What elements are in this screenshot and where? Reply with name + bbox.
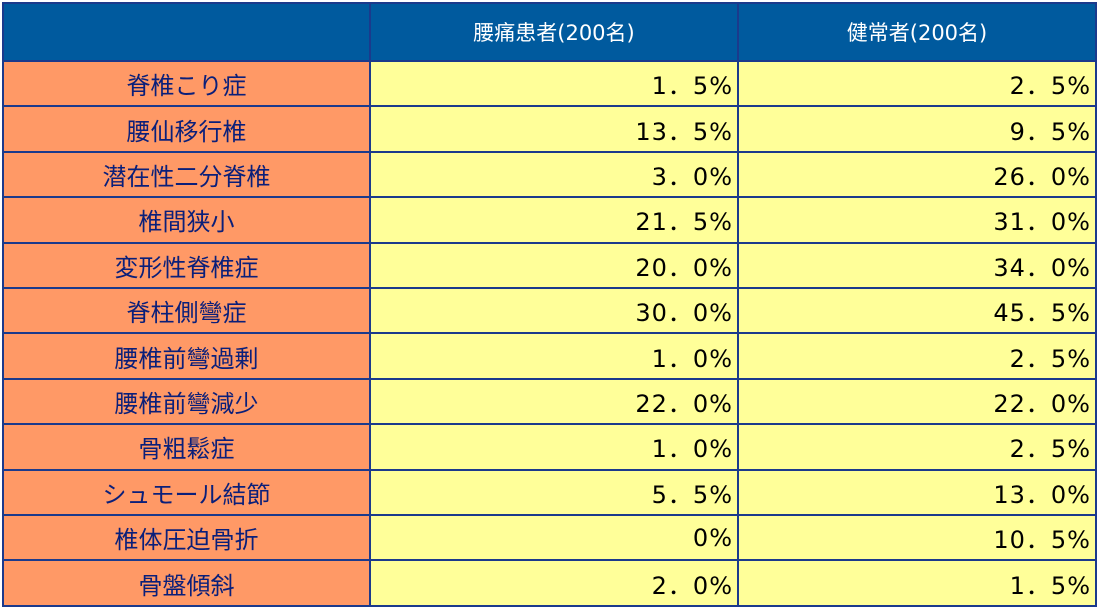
table-row: 腰仙移行椎 13．5% 9．5% [2,105,1097,153]
row-label: 潜在性二分脊椎 [2,150,371,199]
value-healthy: 2．5% [737,59,1097,108]
value-patients: 2．0% [369,559,739,607]
value-healthy: 45．5% [737,287,1097,335]
row-label: 骨粗鬆症 [2,423,371,471]
value-patients: 1．5% [369,59,739,108]
value-healthy: 1．5% [737,559,1097,607]
table-row: 変形性脊椎症 20．0% 34．0% [2,241,1097,290]
row-label: 椎間狭小 [2,196,371,244]
row-label: 脊椎こり症 [2,59,371,108]
header-row: 腰痛患者(200名) 健常者(200名) [2,2,1097,62]
value-healthy: 2．5% [737,332,1097,380]
value-healthy: 31．0% [737,196,1097,244]
table-row: シュモール結節 5．5% 13．0% [2,468,1097,517]
table-row: 骨盤傾斜 2．0% 1．5% [2,559,1097,607]
row-label: 腰椎前彎減少 [2,377,371,426]
value-healthy: 34．0% [737,241,1097,290]
value-patients: 13．5% [369,105,739,153]
value-healthy: 26．0% [737,150,1097,199]
table-row: 椎体圧迫骨折 0% 10．5% [2,514,1097,562]
table-row: 骨粗鬆症 1．0% 2．5% [2,423,1097,471]
value-patients: 3．0% [369,150,739,199]
value-healthy: 10．5% [737,514,1097,562]
table-row: 腰椎前彎減少 22．0% 22．0% [2,377,1097,426]
header-corner-cell [2,2,371,62]
table-row: 潜在性二分脊椎 3．0% 26．0% [2,150,1097,199]
value-patients: 20．0% [369,241,739,290]
value-patients: 5．5% [369,468,739,517]
header-healthy: 健常者(200名) [737,2,1097,62]
row-label: 腰椎前彎過剰 [2,332,371,380]
row-label: 椎体圧迫骨折 [2,514,371,562]
value-healthy: 9．5% [737,105,1097,153]
row-label: 変形性脊椎症 [2,241,371,290]
value-patients: 30．0% [369,287,739,335]
row-label: シュモール結節 [2,468,371,517]
value-healthy: 22．0% [737,377,1097,426]
row-label: 骨盤傾斜 [2,559,371,607]
value-healthy: 2．5% [737,423,1097,471]
value-patients: 21．5% [369,196,739,244]
table-row: 椎間狭小 21．5% 31．0% [2,196,1097,244]
table-row: 腰椎前彎過剰 1．0% 2．5% [2,332,1097,380]
value-patients: 1．0% [369,332,739,380]
value-patients: 22．0% [369,377,739,426]
header-patients: 腰痛患者(200名) [369,2,739,62]
row-label: 腰仙移行椎 [2,105,371,153]
table-row: 脊椎こり症 1．5% 2．5% [2,59,1097,108]
value-patients: 0% [369,514,739,562]
row-label: 脊柱側彎症 [2,287,371,335]
table-row: 脊柱側彎症 30．0% 45．5% [2,287,1097,335]
value-healthy: 13．0% [737,468,1097,517]
value-patients: 1．0% [369,423,739,471]
